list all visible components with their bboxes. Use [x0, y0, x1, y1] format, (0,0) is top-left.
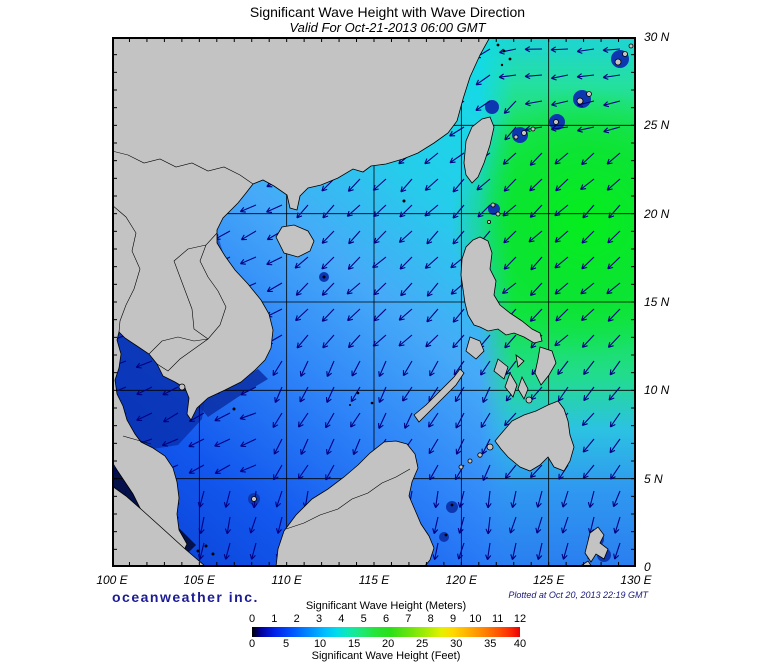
legend-title-feet: Significant Wave Height (Feet)	[311, 650, 461, 662]
lat-label: 5 N	[644, 471, 663, 486]
land-natuna	[251, 496, 257, 502]
lat-label: 25 N	[644, 118, 670, 133]
land-mindanao	[494, 400, 575, 472]
vietnam-coastal-band	[198, 369, 268, 417]
land-palawan	[413, 368, 465, 423]
feet-tick: 30	[450, 638, 463, 650]
lon-label: 100 E	[96, 573, 128, 587]
land-negros	[504, 372, 518, 398]
feet-tick: 40	[513, 638, 527, 650]
land-mindoro	[465, 336, 485, 360]
lat-label: 10 N	[644, 383, 670, 398]
land-phu-quoc	[178, 383, 186, 391]
meters-tick: 0	[248, 613, 256, 625]
wave-height-maximum-core	[451, 87, 636, 357]
meters-tick: 11	[491, 613, 504, 625]
lat-label: 0	[644, 560, 651, 574]
lon-label: 120 E	[445, 573, 477, 587]
land-asia-mainland	[112, 37, 491, 553]
land-borneo	[275, 440, 435, 567]
meters-tick: 4	[338, 613, 345, 625]
meters-tick: 12	[513, 613, 527, 625]
lat-label: 30 N	[644, 30, 670, 44]
valid-time-subtitle: Valid For Oct-21-2013 06:00 GMT	[289, 20, 486, 35]
feet-tick: 35	[484, 638, 497, 650]
feet-tick: 5	[282, 638, 290, 650]
meters-tick: 10	[469, 613, 482, 625]
oceanweather-brand: oceanweather inc.	[112, 589, 259, 605]
legend-ticks-feet: 0 5 10 15 20 25 30 35 40	[248, 638, 526, 650]
meters-tick: 3	[315, 613, 323, 625]
land-bohol	[525, 396, 533, 404]
landmasses	[112, 37, 634, 567]
land-hainan	[275, 224, 315, 258]
feet-tick: 15	[347, 638, 361, 650]
feet-tick: 20	[382, 638, 395, 650]
meters-tick: 9	[449, 613, 457, 625]
lon-label: 125 E	[532, 573, 565, 587]
feet-tick: 0	[248, 638, 256, 650]
land-cebu	[517, 375, 529, 400]
plotted-timestamp: Plotted at Oct 20, 2013 22:19 GMT	[508, 590, 648, 600]
lon-label: 105 E	[183, 573, 215, 587]
land-sulu-archipelago	[458, 443, 494, 470]
land-luzon	[460, 236, 543, 344]
country-borders	[112, 150, 411, 530]
land-taiwan	[463, 116, 495, 184]
land-masbate	[515, 354, 525, 368]
land-samar-leyte	[534, 346, 557, 386]
colorbar	[252, 627, 520, 637]
lat-label: 20 N	[644, 206, 670, 221]
land-babuyan-batanes	[486, 202, 501, 224]
legend-title-meters: Significant Wave Height (Meters)	[305, 600, 467, 612]
meters-tick: 7	[405, 613, 412, 625]
land-panay	[493, 358, 509, 380]
feet-tick: 25	[416, 638, 429, 650]
page-title: Significant Wave Height with Wave Direct…	[249, 4, 526, 20]
lon-label: 110 E	[271, 573, 302, 587]
land-halmahera	[584, 526, 609, 563]
map-frame	[112, 37, 636, 567]
feet-tick: 10	[313, 638, 327, 650]
meters-tick: 2	[293, 613, 300, 625]
lon-label: 115 E	[358, 573, 390, 587]
wave-map	[112, 37, 636, 567]
meters-tick: 6	[382, 613, 390, 625]
meters-tick: 8	[427, 613, 434, 625]
land-ryukyu-islands	[513, 43, 634, 140]
land-sumatra	[112, 485, 209, 567]
legend-ticks-meters: 0 1 2 3 4 5 6 7 8 9 10 11 12	[248, 613, 526, 625]
small-islets	[196, 43, 512, 556]
meters-tick: 5	[360, 613, 367, 625]
lat-label: 15 N	[644, 295, 670, 309]
meters-tick: 1	[271, 613, 278, 625]
lon-label: 130 E	[620, 573, 652, 587]
